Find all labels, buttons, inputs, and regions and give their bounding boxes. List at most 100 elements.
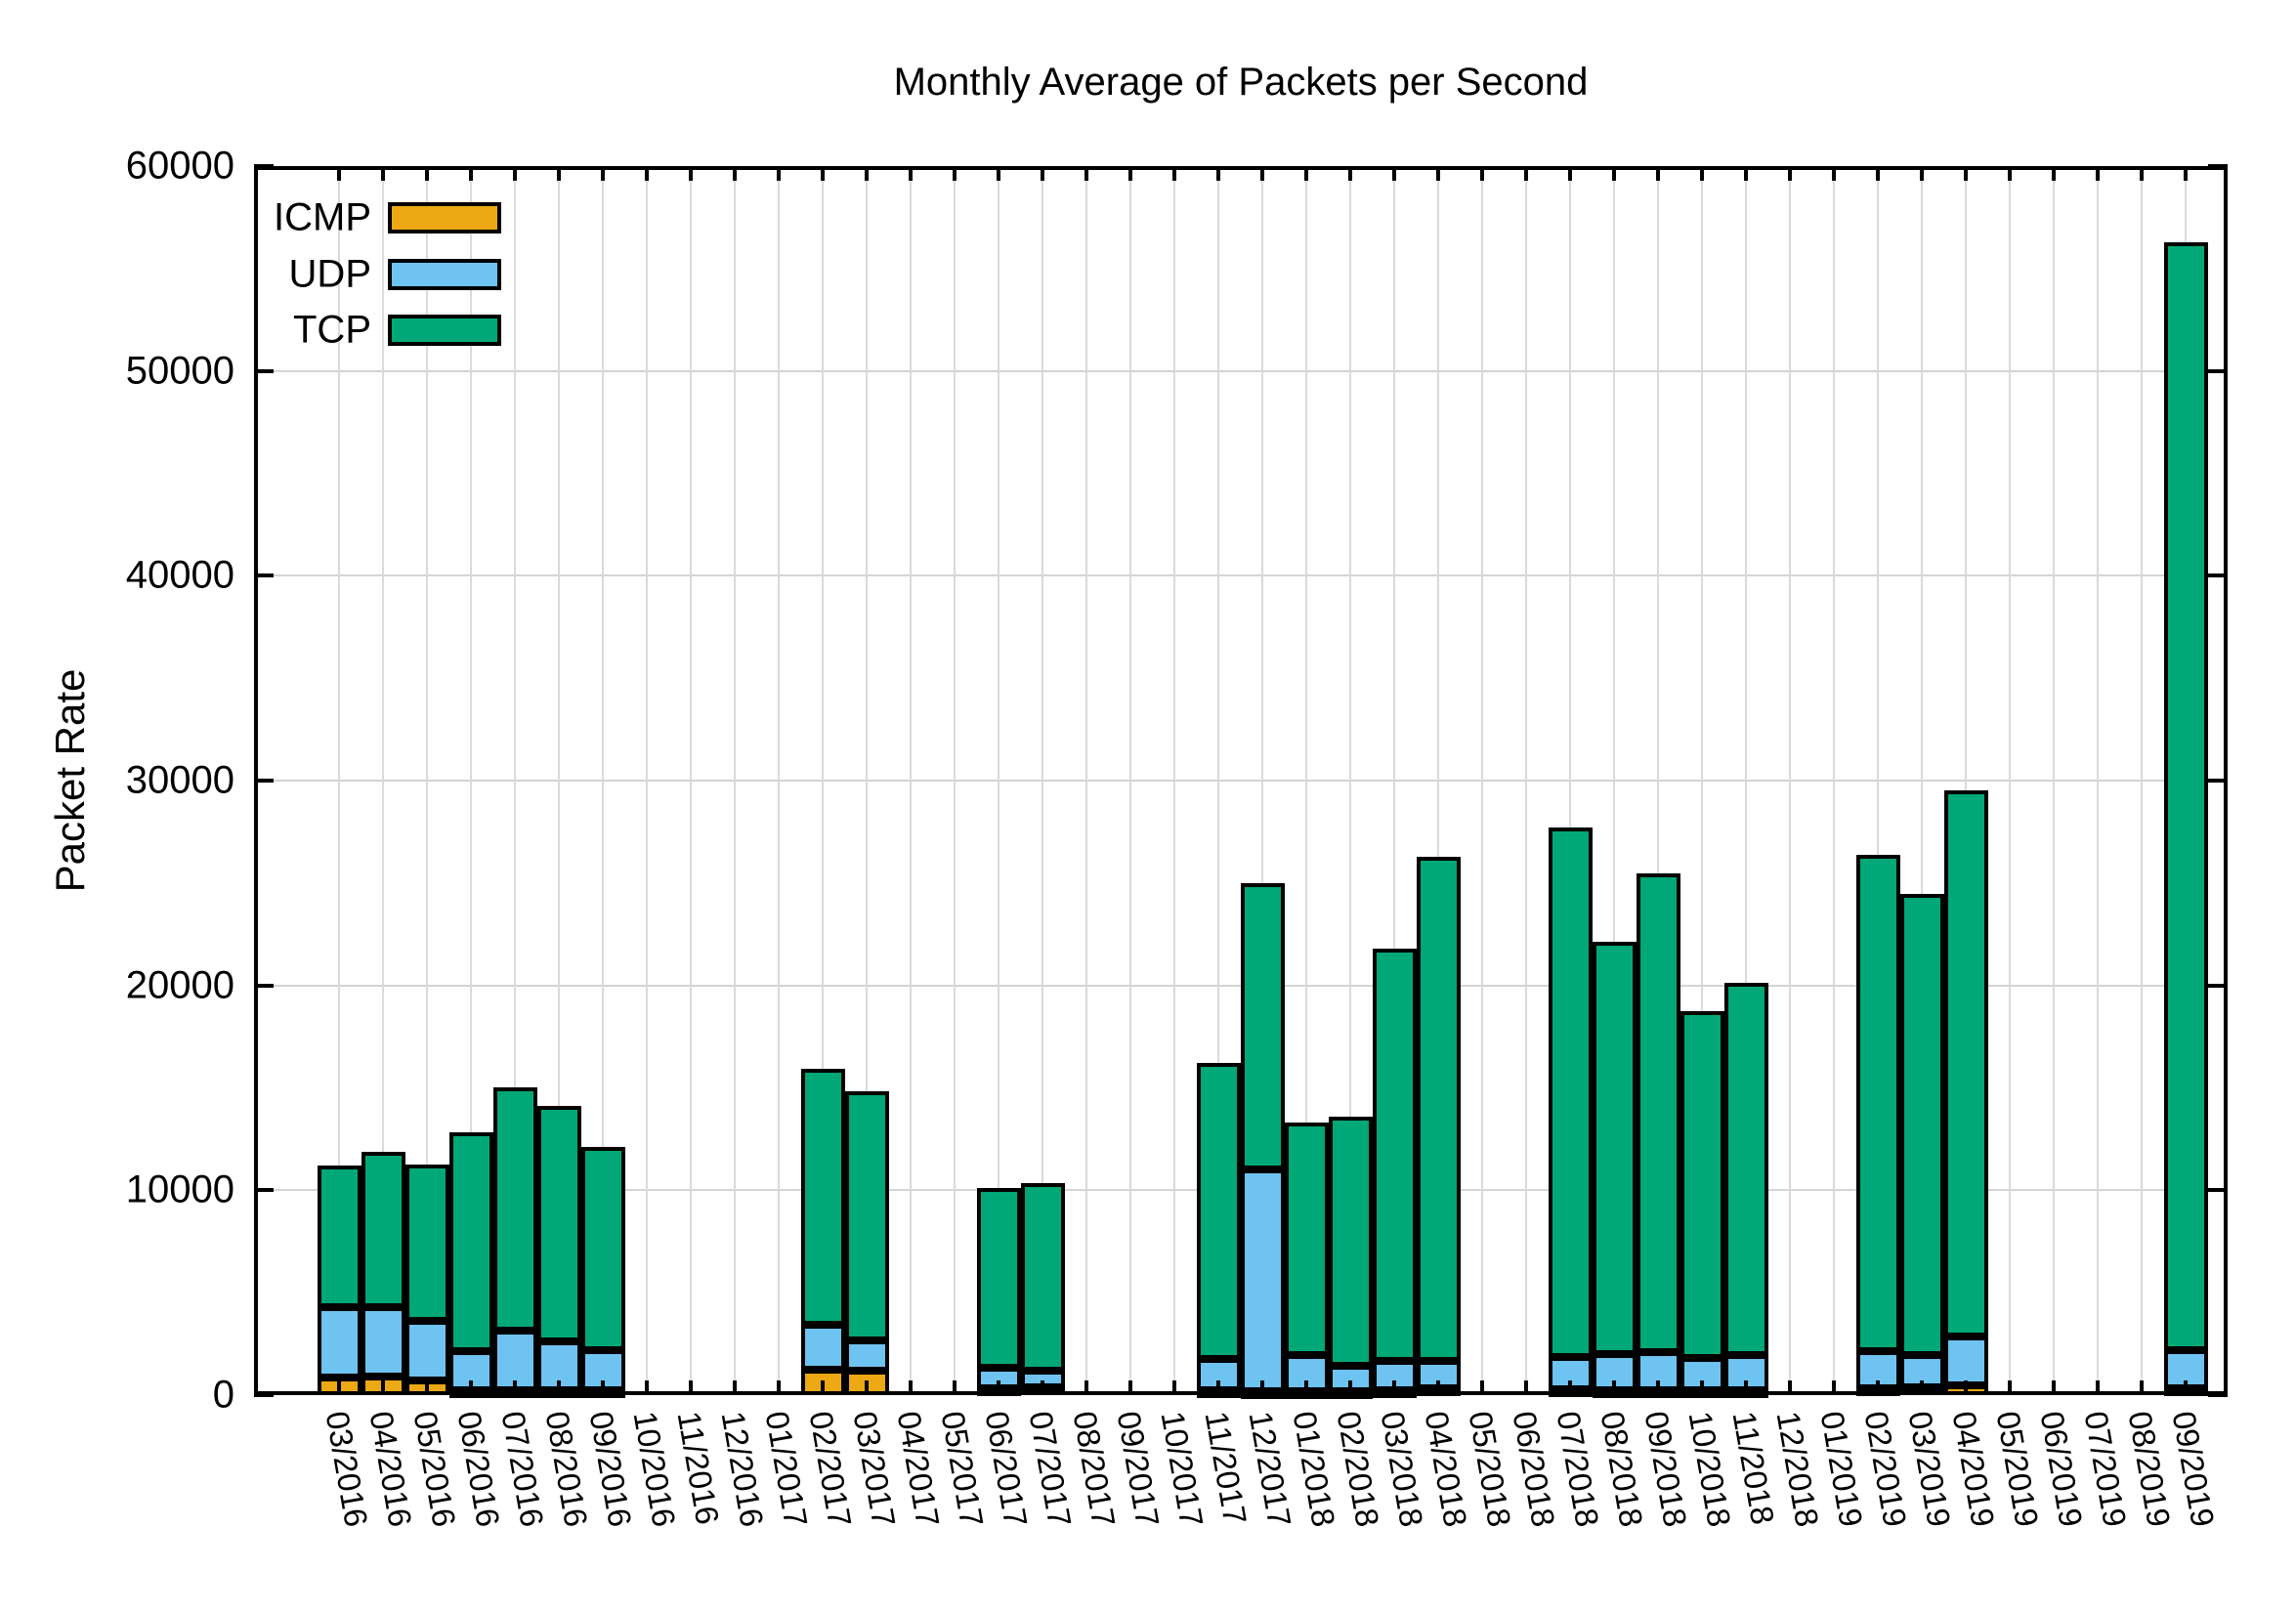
- bar-segment: [1240, 882, 1285, 1169]
- bar-segment: [1240, 1168, 1285, 1391]
- bar-segment: [1855, 854, 1900, 1351]
- x-gridline: [1173, 166, 1175, 1395]
- x-gridline: [1657, 166, 1659, 1395]
- x-gridline: [382, 166, 384, 1395]
- bar-segment: [448, 1350, 493, 1390]
- x-tick-bottom: [1172, 1380, 1176, 1395]
- x-gridline: [778, 166, 780, 1395]
- bar-segment: [1284, 1122, 1329, 1355]
- bar-segment: [1636, 872, 1680, 1352]
- x-gridline: [1261, 166, 1263, 1395]
- bar-segment: [844, 1090, 889, 1340]
- x-tick-top: [513, 166, 517, 181]
- x-tick-top: [1832, 166, 1836, 181]
- legend-label: UDP: [288, 252, 371, 296]
- x-gridline: [1129, 166, 1131, 1395]
- legend-swatch-icmp: [388, 202, 501, 233]
- y-tick-right: [2208, 573, 2228, 578]
- x-tick-top: [1304, 166, 1308, 181]
- legend-item-icmp: ICMP: [0, 196, 2296, 239]
- x-tick-bottom: [1876, 1380, 1880, 1395]
- x-tick-bottom: [909, 1380, 913, 1395]
- x-gridline: [602, 166, 604, 1395]
- bar-segment: [1943, 790, 1988, 1336]
- x-tick-bottom: [1436, 1380, 1440, 1395]
- x-gridline: [998, 166, 999, 1395]
- x-tick-top: [1876, 166, 1880, 181]
- y-tick-label: 0: [212, 1373, 234, 1417]
- x-tick-top: [469, 166, 473, 181]
- bar-segment: [1416, 856, 1461, 1361]
- x-gridline: [514, 166, 516, 1395]
- x-tick-bottom: [1920, 1380, 1924, 1395]
- y-gridline: [254, 780, 2228, 782]
- bar-segment: [1592, 942, 1637, 1354]
- y-gridline: [254, 574, 2228, 577]
- bar-segment: [1196, 1062, 1241, 1359]
- x-gridline: [646, 166, 648, 1395]
- bar-segment: [1943, 1336, 1988, 1385]
- x-gridline: [338, 166, 340, 1395]
- bar-segment: [1372, 949, 1417, 1361]
- x-gridline: [1481, 166, 1483, 1395]
- x-tick-bottom: [557, 1380, 561, 1395]
- x-tick-bottom: [1304, 1380, 1308, 1395]
- x-gridline: [1042, 166, 1043, 1395]
- x-tick-top: [1964, 166, 1968, 181]
- x-tick-top: [1920, 166, 1924, 181]
- x-gridline: [2141, 166, 2143, 1395]
- x-gridline: [954, 166, 956, 1395]
- x-tick-top: [1480, 166, 1484, 181]
- x-tick-top: [1041, 166, 1044, 181]
- x-tick-top: [1656, 166, 1660, 181]
- x-gridline: [910, 166, 912, 1395]
- x-tick-top: [953, 166, 957, 181]
- bar-segment: [800, 1068, 845, 1325]
- x-tick-top: [2052, 166, 2056, 181]
- x-gridline: [1833, 166, 1835, 1395]
- bar-segment: [1020, 1182, 1065, 1371]
- y-gridline: [254, 369, 2228, 372]
- y-tick-right: [2208, 368, 2228, 373]
- x-tick-top: [1260, 166, 1264, 181]
- x-tick-bottom: [1216, 1380, 1220, 1395]
- x-tick-bottom: [381, 1380, 385, 1395]
- x-tick-top: [777, 166, 781, 181]
- bar-segment: [536, 1105, 581, 1341]
- x-tick-bottom: [1700, 1380, 1704, 1395]
- x-tick-top: [1084, 166, 1088, 181]
- x-gridline: [1085, 166, 1087, 1395]
- bar-segment: [1548, 827, 1593, 1357]
- bar-segment: [1679, 1011, 1724, 1358]
- x-tick-bottom: [337, 1380, 341, 1395]
- x-tick-bottom: [777, 1380, 781, 1395]
- x-tick-bottom: [2184, 1380, 2188, 1395]
- x-tick-top: [381, 166, 385, 181]
- x-tick-top: [1788, 166, 1792, 181]
- y-tick-label: 60000: [125, 144, 234, 188]
- x-tick-top: [2140, 166, 2144, 181]
- bar-segment: [1723, 983, 1768, 1355]
- x-tick-top: [1744, 166, 1748, 181]
- x-gridline: [734, 166, 736, 1395]
- x-tick-top: [337, 166, 341, 181]
- x-gridline: [1921, 166, 1923, 1395]
- x-gridline: [2009, 166, 2011, 1395]
- y-tick-left: [254, 164, 274, 168]
- y-tick-right: [2208, 779, 2228, 783]
- legend-swatch-udp: [388, 259, 501, 290]
- legend-item-udp: UDP: [0, 253, 2296, 296]
- x-tick-top: [1436, 166, 1440, 181]
- x-gridline: [1613, 166, 1615, 1395]
- y-tick-left: [254, 779, 274, 783]
- x-gridline: [1217, 166, 1219, 1395]
- legend-swatch-tcp: [388, 315, 501, 346]
- x-tick-top: [1612, 166, 1616, 181]
- y-tick-label: 40000: [125, 553, 234, 597]
- x-tick-top: [821, 166, 825, 181]
- x-tick-bottom: [1744, 1380, 1748, 1395]
- x-tick-bottom: [1128, 1380, 1132, 1395]
- x-tick-top: [601, 166, 605, 181]
- bar-segment: [800, 1324, 845, 1370]
